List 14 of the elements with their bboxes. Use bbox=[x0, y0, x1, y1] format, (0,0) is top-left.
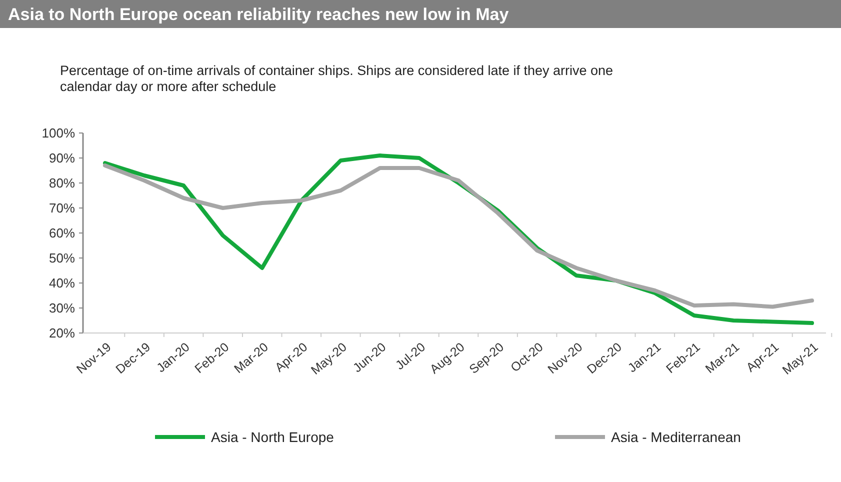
y-tick-label: 30% bbox=[48, 300, 76, 316]
legend-label: Asia - North Europe bbox=[211, 428, 334, 445]
line-series bbox=[103, 164, 814, 309]
legend-label: Asia - Mediterranean bbox=[611, 428, 741, 445]
y-tick-label: 60% bbox=[48, 226, 76, 241]
chart-title: Asia to North Europe ocean reliability reaches new low in May bbox=[8, 5, 510, 24]
chart-subtitle: Percentage of on-time arrivals of container ships. Ships are considered late if they arrive one calendar day or more after schedule bbox=[60, 63, 614, 94]
y-tick-label: 50% bbox=[48, 250, 76, 266]
y-tick-label: 90% bbox=[48, 150, 76, 166]
y-tick-label: 20% bbox=[48, 326, 76, 341]
y-tick-label: 70% bbox=[48, 200, 76, 216]
y-tick-label: 80% bbox=[48, 176, 76, 191]
y-tick-label: 100% bbox=[42, 126, 76, 141]
y-tick-label: 40% bbox=[48, 276, 76, 291]
